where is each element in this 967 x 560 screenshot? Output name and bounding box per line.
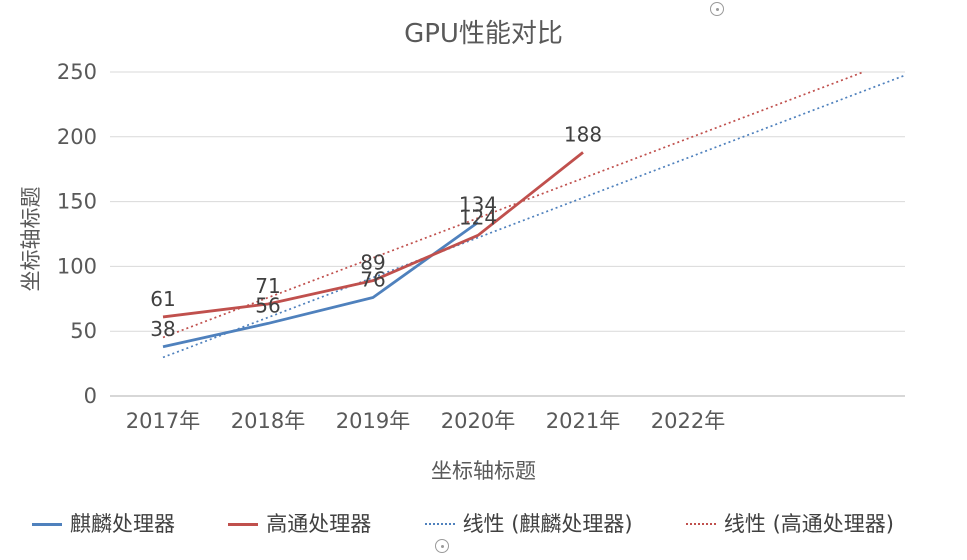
- data-label: 134: [459, 192, 497, 216]
- data-label: 124: [459, 205, 497, 229]
- series-line-0[interactable]: [162, 221, 479, 349]
- data-label: 71: [255, 274, 280, 298]
- legend-line-swatch: [32, 522, 62, 526]
- x-tick-label: 2020年: [441, 409, 515, 433]
- x-axis-title[interactable]: 坐标轴标题: [431, 459, 536, 483]
- data-label: 61: [150, 287, 175, 311]
- y-tick-label: 50: [70, 319, 97, 343]
- data-label: 188: [564, 122, 602, 146]
- legend-dotted-line-swatch: [424, 523, 455, 525]
- legend-item[interactable]: 线性 (麒麟处理器): [424, 508, 633, 538]
- data-label: 38: [150, 317, 175, 341]
- x-tick-label: 2017年: [126, 409, 200, 433]
- chart-handle-top[interactable]: [710, 2, 724, 16]
- legend-dotted-line-swatch: [685, 523, 716, 525]
- y-tick-label: 200: [57, 125, 97, 149]
- y-tick-label: 100: [57, 254, 97, 278]
- legend-line-swatch: [228, 522, 259, 526]
- legend-item[interactable]: 麒麟处理器: [32, 508, 175, 538]
- x-tick-label: 2018年: [231, 409, 305, 433]
- legend-label: 麒麟处理器: [70, 512, 175, 536]
- plot-area: 0 50 100 150 200 250 2017年 2018年 2019年 2020年 2021年…: [57, 60, 906, 433]
- y-tick-label: 250: [57, 60, 97, 84]
- data-label: 76: [360, 268, 385, 292]
- legend-label: 高通处理器: [266, 512, 372, 536]
- x-tick-label: 2021年: [546, 409, 620, 433]
- x-tick-label: 2022年: [651, 409, 725, 433]
- y-tick-label: 0: [84, 384, 97, 408]
- legend-label: 线性 (高通处理器): [723, 512, 894, 536]
- legend: 麒麟处理器 高通处理器 线性 (麒麟处理器) 线性 (高通处理器): [32, 508, 894, 538]
- legend-label: 线性 (麒麟处理器): [462, 512, 633, 536]
- legend-item[interactable]: 线性 (高通处理器): [685, 508, 894, 538]
- chart-title[interactable]: GPU性能对比: [404, 19, 563, 49]
- series-line-1[interactable]: [162, 151, 584, 319]
- data-label: 56: [255, 293, 280, 317]
- y-tick-label: 150: [57, 190, 97, 214]
- legend-item[interactable]: 高通处理器: [228, 508, 371, 538]
- chart-handle-bottom[interactable]: [435, 539, 449, 553]
- x-tick-label: 2019年: [336, 409, 410, 433]
- data-label: 89: [360, 251, 385, 275]
- trendline-0[interactable]: [162, 74, 906, 359]
